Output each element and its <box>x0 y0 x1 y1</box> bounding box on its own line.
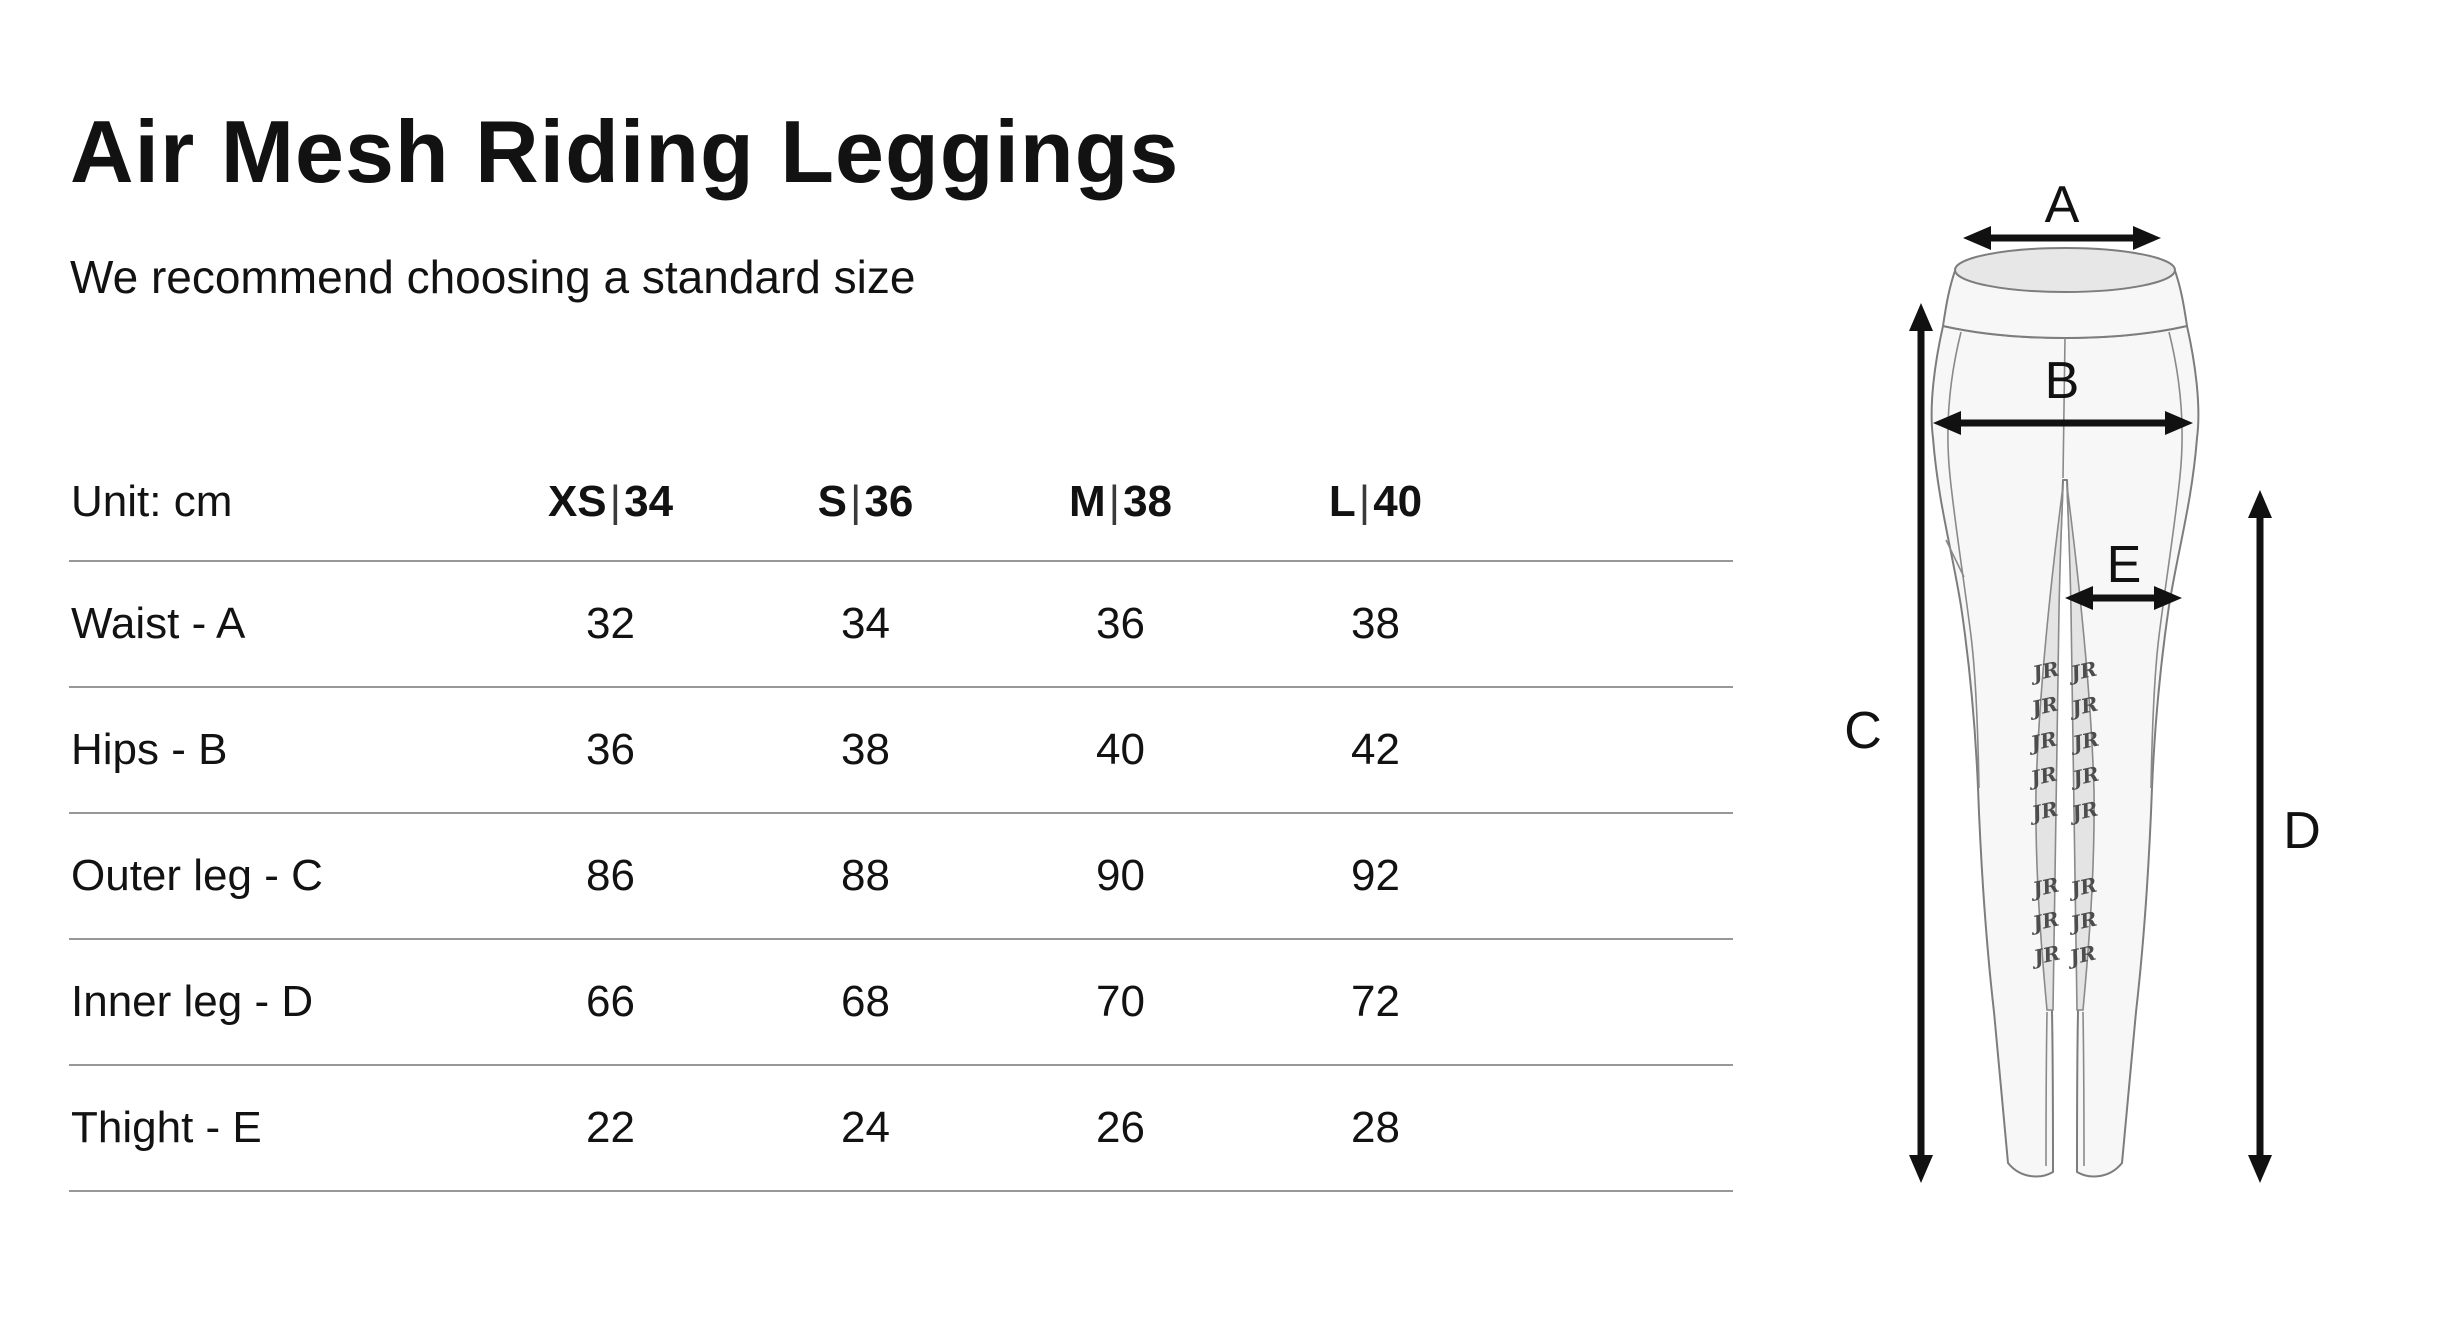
table-row-hips: Hips - B 36 38 40 42 <box>69 688 1733 814</box>
measure-arrow-a <box>1963 226 2161 250</box>
size-column-header-xs: XS|34 <box>483 477 738 527</box>
measurement-value: 42 <box>1351 725 1400 774</box>
measurement-value: 86 <box>586 851 635 900</box>
left-side-panel-seam <box>1947 331 1980 789</box>
measurement-value: 70 <box>1096 977 1145 1026</box>
measurement-value: 38 <box>841 725 890 774</box>
table-row-thigh: Thight - E 22 24 26 28 <box>69 1066 1733 1192</box>
waist-opening <box>1954 247 2176 293</box>
measure-arrow-b <box>1933 411 2193 435</box>
size-separator: | <box>849 477 862 526</box>
row-label: Hips - B <box>71 725 228 774</box>
table-row-outer-leg: Outer leg - C 86 88 90 92 <box>69 814 1733 940</box>
measurement-value: 34 <box>841 599 890 648</box>
measure-label-b: B <box>2045 352 2080 410</box>
center-front-seam <box>2062 337 2066 479</box>
measure-arrow-c <box>1909 303 1933 1183</box>
size-column-header-l: L|40 <box>1248 477 1503 527</box>
measurement-value: 40 <box>1096 725 1145 774</box>
size-table: Unit: cm XS|34 S|36 M|38 L|40 Waist - A … <box>69 444 1733 1192</box>
left-shin-seam <box>2045 1011 2048 1167</box>
measurement-value: 22 <box>586 1103 635 1152</box>
size-eu: 40 <box>1373 477 1423 526</box>
right-shin-seam <box>2082 1011 2085 1167</box>
measurement-value: 36 <box>1096 599 1145 648</box>
row-label: Inner leg - D <box>71 977 314 1026</box>
unit-label: Unit: cm <box>71 477 233 526</box>
row-label: Waist - A <box>71 599 246 648</box>
size-table-header-row: Unit: cm XS|34 S|36 M|38 L|40 <box>69 444 1733 562</box>
size-code: M <box>1068 477 1106 526</box>
size-code: XS <box>547 477 607 526</box>
size-separator: | <box>1108 477 1121 526</box>
size-separator: | <box>1358 477 1371 526</box>
size-code: L <box>1328 477 1356 526</box>
size-eu: 38 <box>1123 477 1173 526</box>
measurement-value: 92 <box>1351 851 1400 900</box>
measure-label-c: C <box>1844 702 1882 760</box>
right-side-panel-seam <box>2150 331 2183 789</box>
measure-label-e: E <box>2107 536 2142 594</box>
left-pocket-notch <box>1945 539 1965 578</box>
row-label: Thight - E <box>71 1103 262 1152</box>
measurement-value: 36 <box>586 725 635 774</box>
measurement-value: 32 <box>586 599 635 648</box>
measure-label-d: D <box>2283 802 2321 860</box>
size-column-header-m: M|38 <box>993 477 1248 527</box>
leggings-body-outline <box>1930 325 2200 1178</box>
measurement-value: 28 <box>1351 1103 1400 1152</box>
measurement-value: 66 <box>586 977 635 1026</box>
row-label: Outer leg - C <box>71 851 323 900</box>
page-subtitle: We recommend choosing a standard size <box>70 251 916 303</box>
table-row-waist: Waist - A 32 34 36 38 <box>69 562 1733 688</box>
left-gusset-panel <box>2035 485 2064 1011</box>
measurement-value: 88 <box>841 851 890 900</box>
measurement-value: 38 <box>1351 599 1400 648</box>
size-eu: 34 <box>624 477 674 526</box>
size-column-header-s: S|36 <box>738 477 993 527</box>
page-title: Air Mesh Riding Leggings <box>70 102 1180 201</box>
measurement-value: 72 <box>1351 977 1400 1026</box>
size-separator: | <box>609 477 622 526</box>
table-row-inner-leg: Inner leg - D 66 68 70 72 <box>69 940 1733 1066</box>
leggings-diagram: JR JR JR JR JR JR JR JR JR JR JR JR JR J… <box>1844 176 2321 1183</box>
measure-label-a: A <box>2045 176 2080 234</box>
measurement-value: 68 <box>841 977 890 1026</box>
measurement-value: 90 <box>1096 851 1145 900</box>
measurement-value: 24 <box>841 1103 890 1152</box>
measure-arrow-d <box>2248 490 2272 1183</box>
right-gusset-panel <box>2066 485 2095 1011</box>
size-code: S <box>817 477 847 526</box>
measure-arrow-e <box>2065 586 2182 610</box>
size-eu: 36 <box>864 477 914 526</box>
measurement-value: 26 <box>1096 1103 1145 1152</box>
